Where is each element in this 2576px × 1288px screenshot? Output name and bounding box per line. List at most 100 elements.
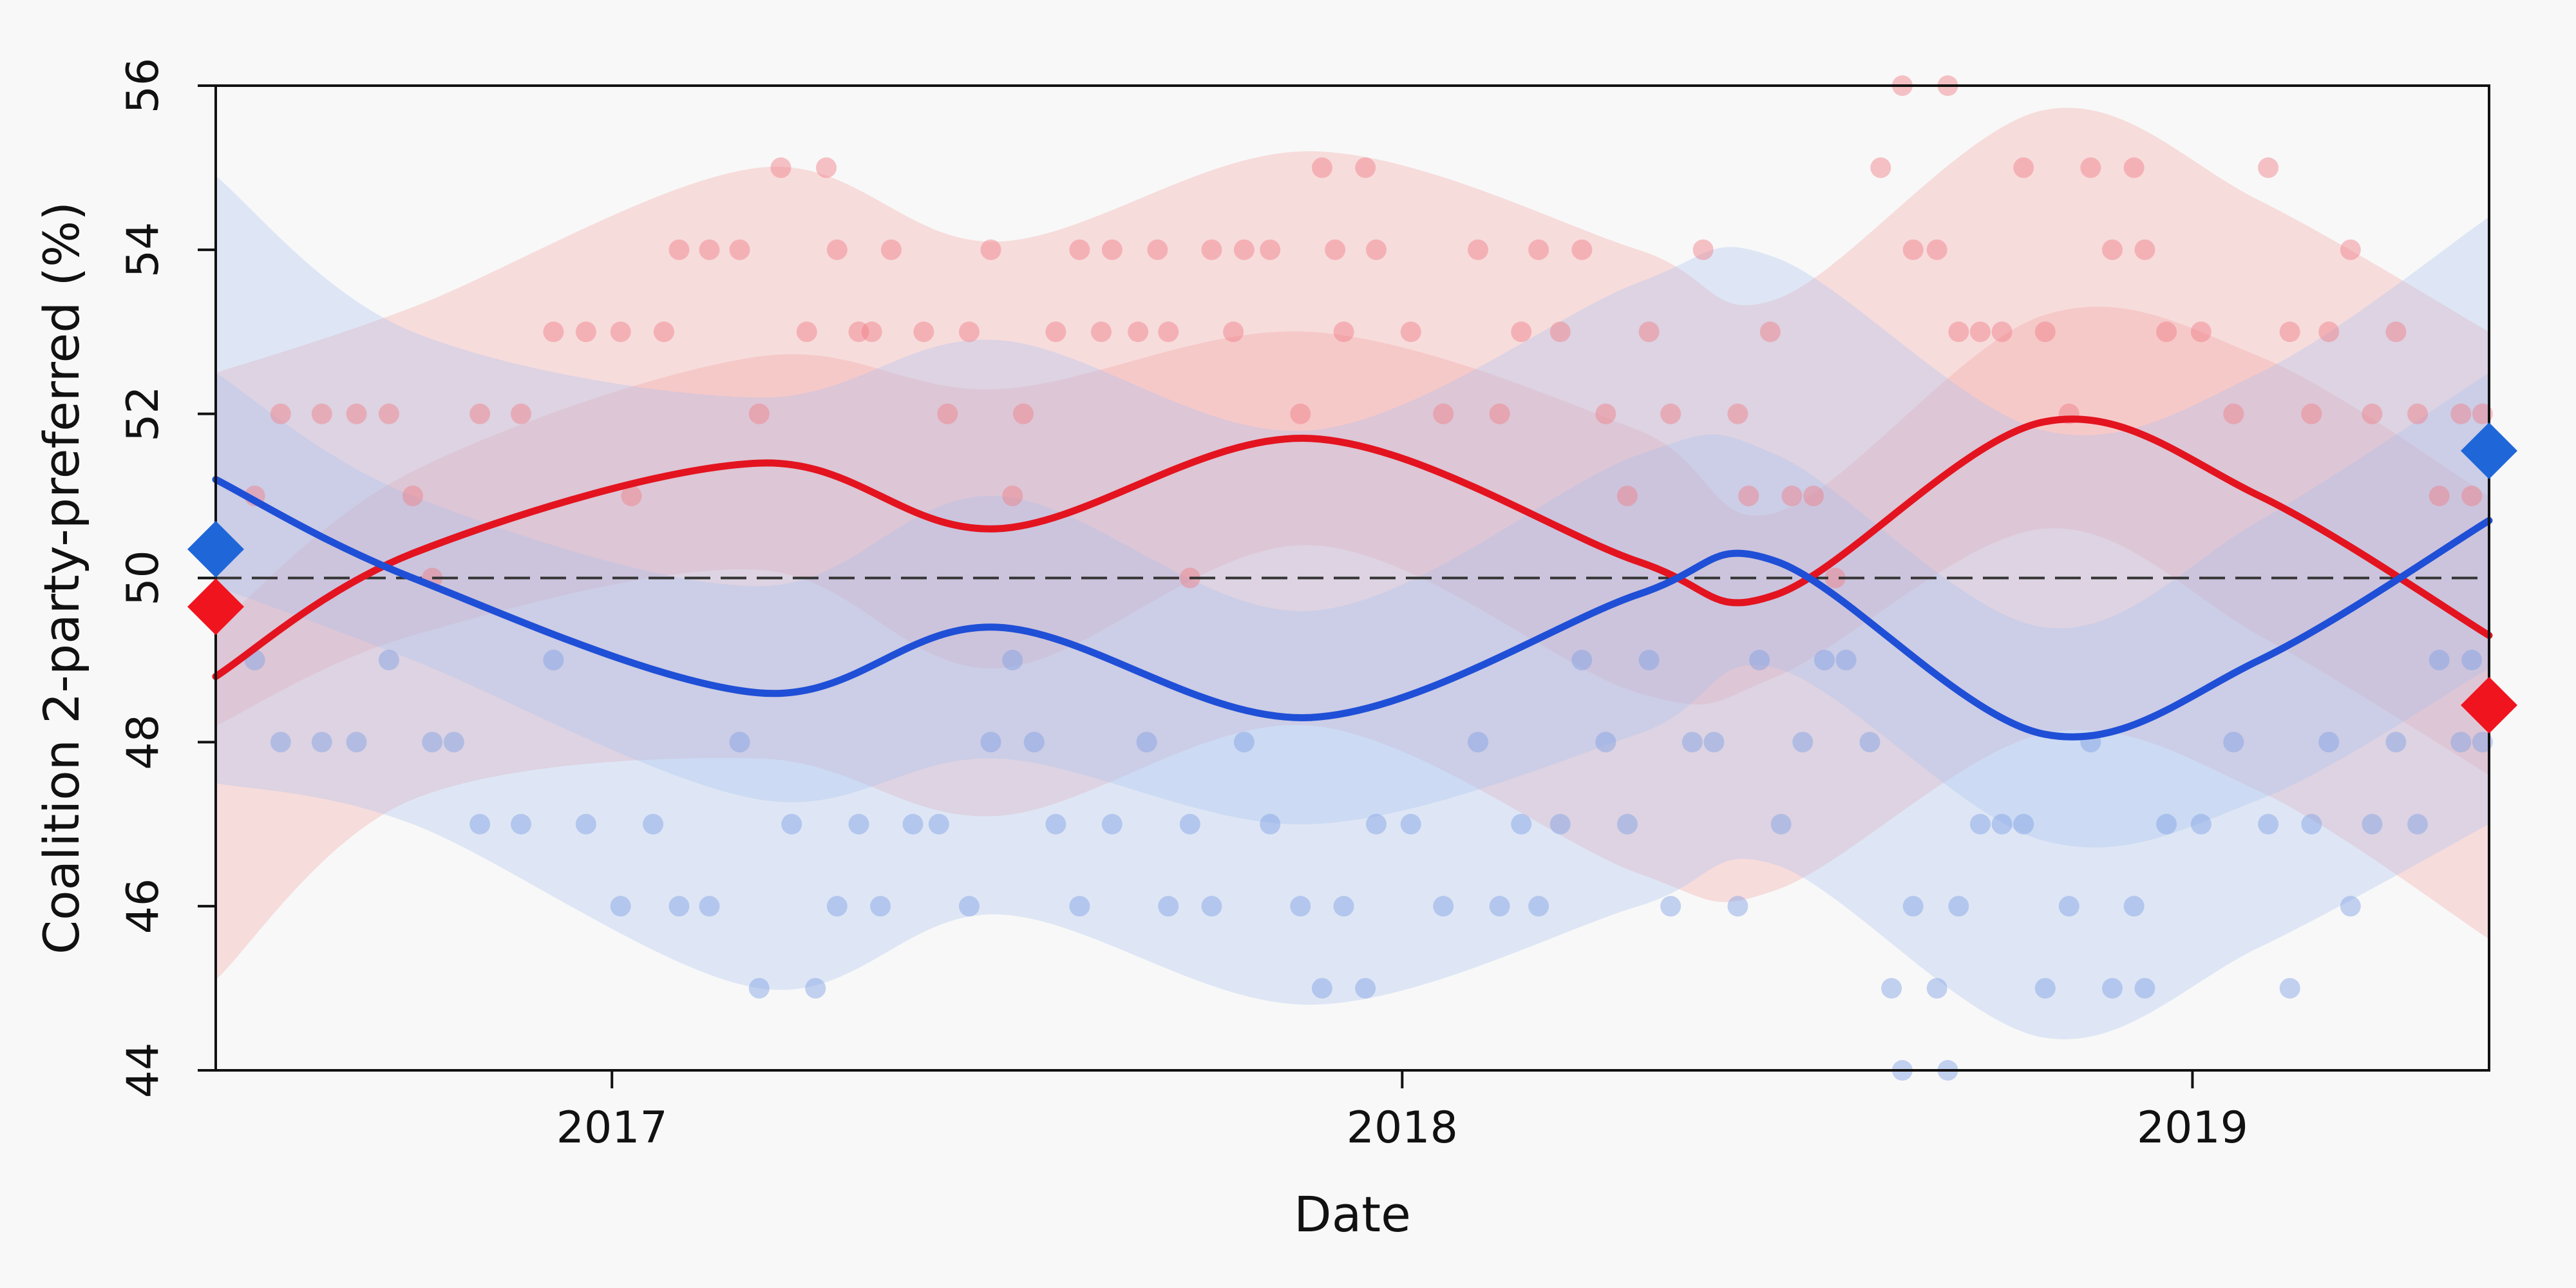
red-poll-point: [1365, 239, 1387, 260]
blue-poll-point: [610, 896, 631, 917]
trend-lines: [212, 415, 2493, 741]
blue-poll-point: [2461, 649, 2483, 670]
red-poll-point: [610, 321, 631, 343]
blue-poll-point: [826, 896, 848, 917]
blue-poll-point: [1233, 732, 1255, 753]
red-poll-point: [1333, 321, 1354, 343]
red-poll-point: [2318, 321, 2340, 343]
red-poll-point: [1128, 321, 1149, 343]
red-poll-point: [2013, 157, 2034, 178]
red-poll-point: [2429, 486, 2450, 507]
red-poll-point: [668, 239, 690, 260]
red-poll-point: [653, 321, 674, 343]
red-poll-point: [1325, 239, 1346, 260]
blue-poll-point: [980, 732, 1001, 753]
blue-poll-point: [2472, 732, 2493, 753]
y-tick-label: 54: [118, 222, 169, 278]
y-tick-label: 48: [118, 714, 169, 770]
red-start-marker: [187, 578, 244, 636]
blue-poll-point: [2301, 813, 2322, 835]
red-poll-point: [543, 321, 564, 343]
red-poll-point: [1511, 321, 1532, 343]
red-poll-point: [826, 239, 848, 260]
x-axis: 2017 2018 2019: [556, 1070, 2248, 1153]
red-poll-point: [2223, 403, 2244, 424]
red-poll-point: [2123, 157, 2145, 178]
x-tick-label: 2019: [2137, 1103, 2248, 1153]
blue-poll-point: [1365, 813, 1387, 835]
red-poll-point: [770, 157, 791, 178]
blue-poll-point: [1023, 732, 1045, 753]
red-poll-point: [2034, 321, 2056, 343]
red-poll-point: [1069, 239, 1090, 260]
red-poll-point: [1101, 239, 1122, 260]
blue-poll-point: [2156, 813, 2177, 835]
blue-poll-point: [1489, 896, 1510, 917]
blue-poll-point: [1571, 649, 1593, 670]
blue-poll-point: [1101, 813, 1122, 835]
blue-poll-point: [1069, 896, 1090, 917]
blue-poll-point: [928, 813, 949, 835]
red-poll-point: [1902, 239, 1924, 260]
blue-poll-point: [2258, 813, 2279, 835]
red-poll-point: [958, 321, 980, 343]
y-tick-label: 50: [118, 550, 169, 606]
red-poll-point: [1433, 403, 1454, 424]
blue-poll-point: [699, 896, 720, 917]
blue-poll-point: [1902, 896, 1924, 917]
red-poll-point: [880, 239, 902, 260]
blue-poll-point: [543, 649, 564, 670]
confidence-bands: [216, 108, 2489, 1039]
blue-poll-point: [378, 649, 399, 670]
blue-poll-point: [2134, 978, 2155, 999]
red-poll-point: [1571, 239, 1593, 260]
red-poll-point: [2279, 321, 2300, 343]
red-poll-point: [1290, 403, 1311, 424]
red-poll-point: [748, 403, 770, 424]
blue-poll-point: [1727, 896, 1748, 917]
red-outer-band: [216, 108, 2489, 980]
blue-poll-point: [270, 732, 291, 753]
red-poll-point: [848, 321, 869, 343]
blue-poll-point: [1835, 649, 1857, 670]
red-poll-point: [1738, 486, 1759, 507]
red-poll-point: [2472, 403, 2493, 424]
blue-poll-point: [469, 813, 491, 835]
blue-poll-point: [1549, 813, 1571, 835]
red-poll-point: [1311, 157, 1332, 178]
red-poll-point: [511, 403, 532, 424]
blue-poll-point: [1433, 896, 1454, 917]
blue-poll-point: [1616, 813, 1638, 835]
blue-poll-point: [1703, 732, 1725, 753]
red-poll-point: [2190, 321, 2211, 343]
blue-poll-point: [1311, 978, 1332, 999]
red-poll-point: [729, 239, 750, 260]
red-trend-line: [212, 415, 2493, 680]
red-poll-point: [1467, 239, 1488, 260]
red-poll-point: [1147, 239, 1168, 260]
red-poll-point: [2450, 403, 2472, 424]
red-poll-point: [621, 486, 642, 507]
blue-poll-point: [1136, 732, 1157, 753]
blue-poll-point: [1290, 896, 1311, 917]
blue-poll-point: [422, 732, 443, 753]
blue-poll-point: [1333, 896, 1354, 917]
blue-poll-point: [2123, 896, 2145, 917]
blue-poll-point: [1926, 978, 1947, 999]
blue-start-marker: [187, 520, 244, 578]
blue-poll-point: [1045, 813, 1066, 835]
blue-poll-point: [575, 813, 596, 835]
blue-poll-point: [1528, 896, 1549, 917]
blue-poll-point: [1681, 732, 1703, 753]
red-poll-point: [937, 403, 958, 424]
red-poll-point: [2340, 239, 2361, 260]
blue-poll-point: [1948, 896, 1969, 917]
blue-poll-point: [2385, 732, 2407, 753]
red-poll-point: [1969, 321, 1991, 343]
blue-poll-point: [2407, 813, 2429, 835]
x-axis-title: Date: [1294, 1186, 1411, 1243]
red-poll-point: [699, 239, 720, 260]
y-axis-title: Coalition 2-party-preferred (%): [33, 202, 90, 954]
red-poll-point: [469, 403, 491, 424]
red-poll-point: [1948, 321, 1969, 343]
